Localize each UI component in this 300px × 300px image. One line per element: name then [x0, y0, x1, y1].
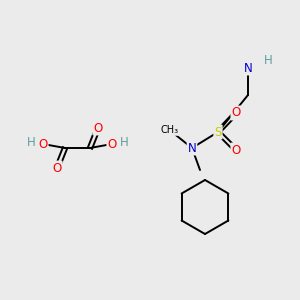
Text: H: H [27, 136, 35, 149]
Text: O: O [107, 137, 117, 151]
Text: O: O [52, 161, 62, 175]
Text: H: H [264, 53, 272, 67]
Text: CH₃: CH₃ [161, 125, 179, 135]
Text: O: O [231, 143, 241, 157]
Text: N: N [188, 142, 196, 154]
Text: O: O [93, 122, 103, 134]
Text: H: H [120, 136, 128, 149]
Text: O: O [38, 137, 48, 151]
Text: S: S [214, 125, 222, 139]
Text: N: N [244, 61, 252, 74]
Text: O: O [231, 106, 241, 119]
